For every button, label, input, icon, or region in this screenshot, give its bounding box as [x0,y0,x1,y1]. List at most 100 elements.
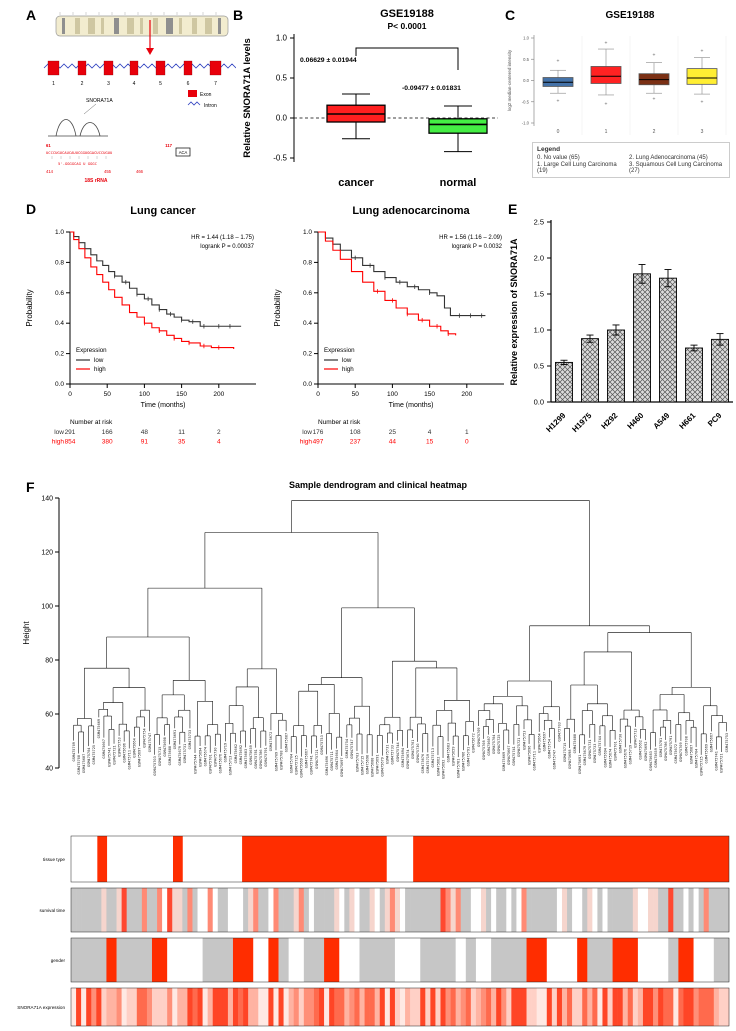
svg-text:low: low [342,357,352,364]
svg-text:GSM475662: GSM475662 [234,744,238,763]
svg-text:2.5: 2.5 [534,218,544,227]
svg-text:GSM475704: GSM475704 [289,754,293,773]
svg-text:4: 4 [217,439,221,446]
svg-text:GSM475747: GSM475747 [553,750,557,769]
svg-text:GSM475747: GSM475747 [350,739,354,758]
svg-text:5'-GGGGCAG U GGGC: 5'-GGGGCAG U GGGC [58,161,97,166]
svg-text:GSM475667: GSM475667 [102,739,106,758]
svg-text:140: 140 [41,496,53,503]
svg-text:GSM475781: GSM475781 [254,749,258,768]
svg-text:GSM475713: GSM475713 [229,756,233,775]
svg-text:GSM475696: GSM475696 [325,756,329,775]
svg-text:GSM475698: GSM475698 [163,737,167,756]
svg-text:GSM475786: GSM475786 [664,741,668,760]
svg-text:414: 414 [46,169,54,174]
svg-text:GSM475694: GSM475694 [603,748,607,767]
svg-text:0.0: 0.0 [276,114,288,123]
svg-text:GSM475659: GSM475659 [249,745,253,764]
svg-text:Time (months): Time (months) [389,402,434,409]
svg-text:60: 60 [45,712,53,719]
svg-text:+: + [701,48,704,54]
svg-text:GSM475711: GSM475711 [128,750,132,769]
svg-text:1.5: 1.5 [534,290,544,299]
svg-text:GSM475688: GSM475688 [573,734,577,753]
svg-text:+: + [605,101,608,107]
svg-text:GSM475733: GSM475733 [593,744,597,763]
svg-text:+: + [557,98,560,104]
svg-text:SNORA71A: SNORA71A [86,98,113,104]
svg-text:1: 1 [52,81,55,87]
svg-text:GSM475725: GSM475725 [497,734,501,753]
svg-text:GSM475709: GSM475709 [477,727,481,746]
svg-text:GSM475688: GSM475688 [370,758,374,777]
svg-text:GSM475664: GSM475664 [133,738,137,757]
svg-text:GSM475669: GSM475669 [705,744,709,763]
panel-c-title: GSE19188 [605,10,655,21]
panel-label-d: D [26,201,37,217]
svg-text:+: + [605,41,608,47]
svg-text:2.0: 2.0 [534,254,544,263]
svg-text:GSM475667: GSM475667 [507,745,511,764]
svg-text:GSM475692: GSM475692 [441,760,445,779]
svg-text:1.0: 1.0 [534,326,544,335]
svg-text:GSM475667: GSM475667 [305,749,309,768]
panel-label-f: F [26,479,35,495]
svg-text:GSM475674: GSM475674 [406,750,410,769]
panel-b-pvalue: P< 0.0001 [387,21,427,31]
svg-text:0.6: 0.6 [55,290,64,297]
svg-text:-0.09477 ± 0.01831: -0.09477 ± 0.01831 [402,85,461,92]
svg-text:Intron: Intron [204,103,217,109]
svg-text:GSM475754: GSM475754 [345,739,349,758]
svg-text:GSM475744: GSM475744 [193,754,197,773]
svg-text:GSM475674: GSM475674 [203,747,207,766]
svg-text:GSM475694: GSM475694 [401,748,405,767]
svg-text:GSM475701: GSM475701 [208,754,212,773]
svg-text:1: 1 [605,129,608,135]
svg-text:GSM475753: GSM475753 [522,731,526,750]
svg-text:Expression: Expression [76,347,107,354]
svg-text:0.8: 0.8 [55,259,64,266]
svg-text:GSM475692: GSM475692 [644,742,648,761]
svg-text:200: 200 [461,391,472,398]
svg-text:low: low [54,429,64,436]
svg-text:Relative expression of SNORA71: Relative expression of SNORA71A [509,238,519,386]
svg-text:0.5: 0.5 [276,74,288,83]
svg-text:GSM475708: GSM475708 [279,750,283,769]
svg-text:GSM475667: GSM475667 [710,733,714,752]
svg-text:UCCCUGUCAUCAUUCGGUGGACUCCUGUU: UCCCUGUCAUCAUUCGGUGGACUCCUGUU [46,150,113,155]
svg-text:GSM475741: GSM475741 [512,746,516,765]
svg-text:GSM475672: GSM475672 [472,733,476,752]
svg-text:GSM475754: GSM475754 [143,728,147,747]
svg-text:gender: gender [51,958,66,963]
svg-text:GSM475698: GSM475698 [568,749,572,768]
svg-text:GSM475692: GSM475692 [239,745,243,764]
svg-text:GSM475730: GSM475730 [416,743,420,762]
svg-text:18S rRNA: 18S rRNA [84,178,107,184]
svg-text:4: 4 [428,429,432,436]
svg-text:H661: H661 [678,411,698,431]
panel-d-km-lung-cancer: 0 50 100 150 200 0.0 0.2 0.4 0.6 0.8 1.0 Probabilit… [25,229,256,446]
panel-b-title: GSE19188 [380,8,434,20]
svg-text:GSM475694: GSM475694 [198,748,202,767]
svg-text:Exon: Exon [200,92,212,98]
svg-text:GSM475733: GSM475733 [391,745,395,764]
svg-text:GSM475753: GSM475753 [117,737,121,756]
svg-text:0: 0 [465,439,469,446]
svg-text:GSM475709: GSM475709 [679,742,683,761]
svg-text:0.2: 0.2 [303,351,312,358]
svg-text:7: 7 [214,81,217,87]
svg-text:H1299: H1299 [544,411,567,434]
svg-text:GSM475703: GSM475703 [355,753,359,772]
svg-text:+: + [557,58,560,64]
svg-text:50: 50 [352,391,360,398]
svg-text:GSM475676: GSM475676 [421,754,425,773]
svg-text:15: 15 [426,439,434,446]
svg-text:low: low [302,429,312,436]
panel-d2-title: Lung adenocarcinoma [352,205,470,217]
svg-text:GSM475674: GSM475674 [608,749,612,768]
legend-item-large-cell: 1. Large Cell Lung Carcinoma (19) [537,162,617,174]
svg-text:GSM475753: GSM475753 [320,735,324,754]
svg-text:GSM475709: GSM475709 [274,752,278,771]
svg-text:GSM475730: GSM475730 [214,747,218,766]
